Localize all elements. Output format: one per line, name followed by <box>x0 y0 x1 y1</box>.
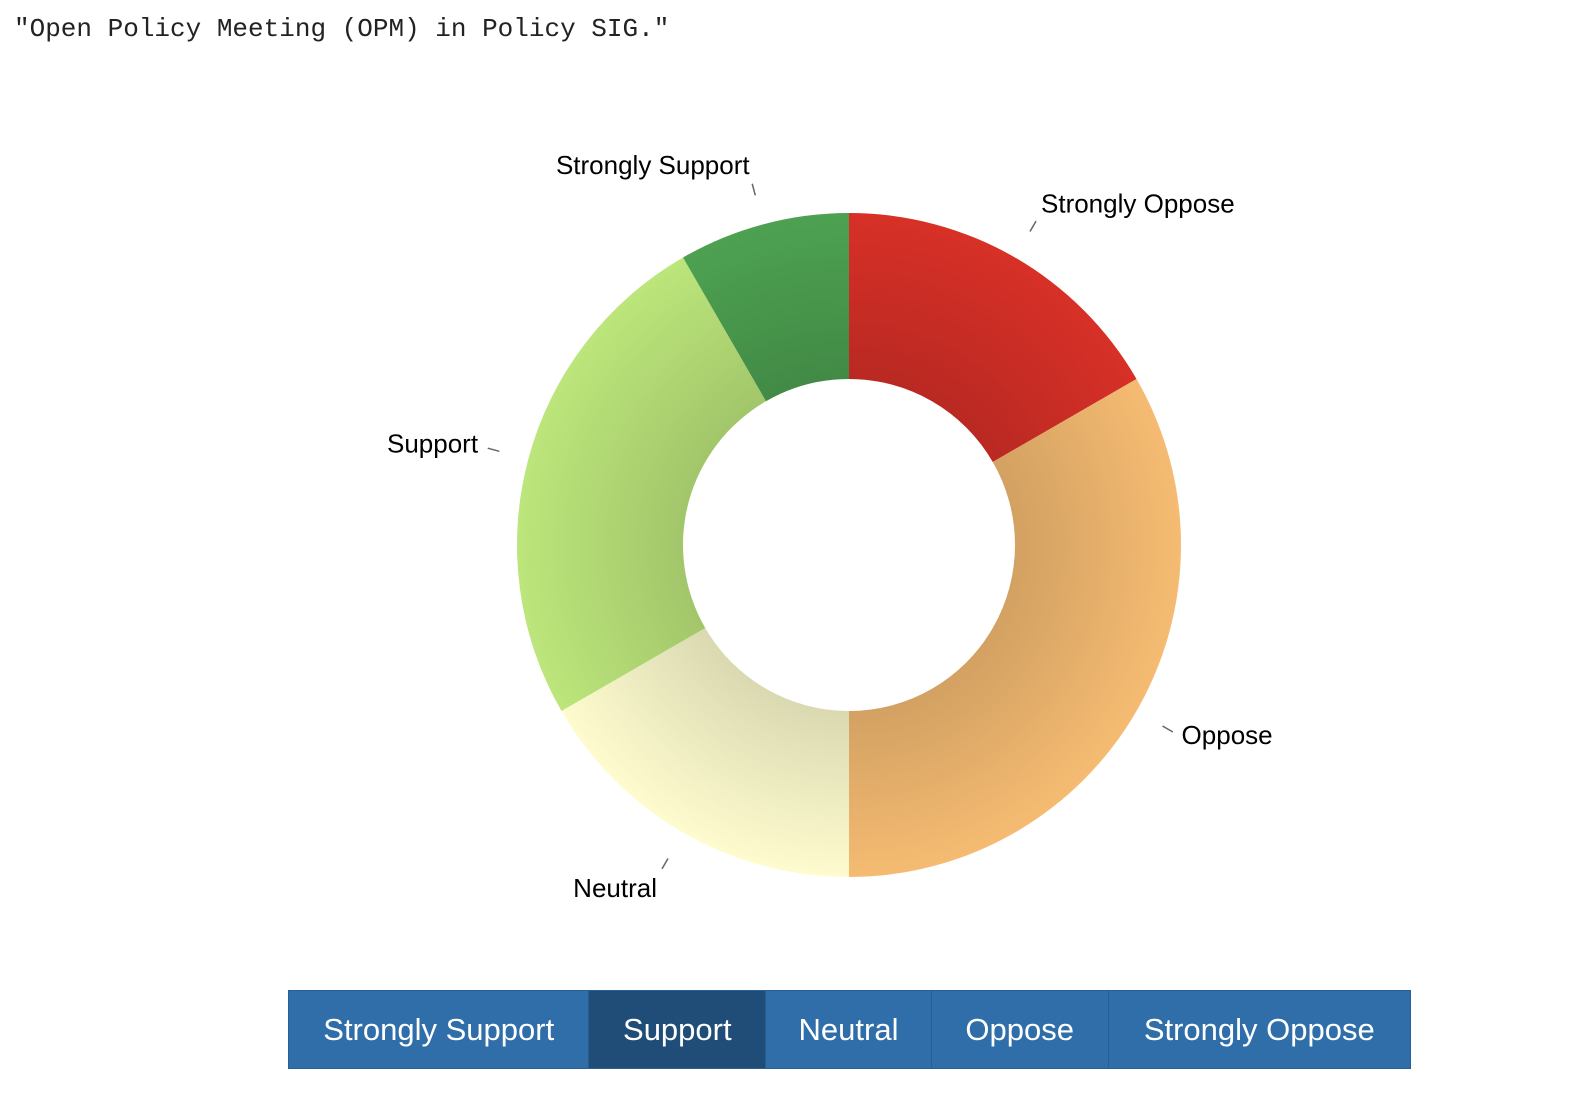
slice-strongly-oppose <box>849 213 1137 462</box>
leader-line-strongly-support <box>751 183 757 196</box>
vote-button-group: Strongly Support Support Neutral Oppose … <box>288 990 1411 1069</box>
slice-support <box>516 257 766 711</box>
donut-chart: Strongly Oppose Oppose Neutral Support Stron… <box>387 150 1273 903</box>
poll-question: "Open Policy Meeting (OPM) in Policy SIG… <box>14 14 670 44</box>
leader-line-strongly-oppose <box>1029 220 1037 232</box>
leader-line-oppose <box>1162 725 1174 733</box>
slice-label-oppose: Oppose <box>1182 720 1273 750</box>
oppose-button[interactable]: Oppose <box>931 991 1109 1068</box>
strongly-oppose-button[interactable]: Strongly Oppose <box>1108 991 1410 1068</box>
support-button[interactable]: Support <box>589 991 767 1068</box>
leader-line-support <box>487 447 500 453</box>
slice-label-strongly-oppose: Strongly Oppose <box>1041 188 1235 218</box>
slice-label-neutral: Neutral <box>573 873 657 903</box>
strongly-support-button[interactable]: Strongly Support <box>289 991 590 1068</box>
slice-label-support: Support <box>387 428 479 458</box>
slice-neutral <box>561 628 849 877</box>
slice-label-strongly-support: Strongly Support <box>556 150 750 180</box>
neutral-button[interactable]: Neutral <box>766 991 932 1068</box>
slice-strongly-support <box>683 213 849 402</box>
slice-oppose <box>849 379 1181 877</box>
leader-line-neutral <box>661 858 669 870</box>
